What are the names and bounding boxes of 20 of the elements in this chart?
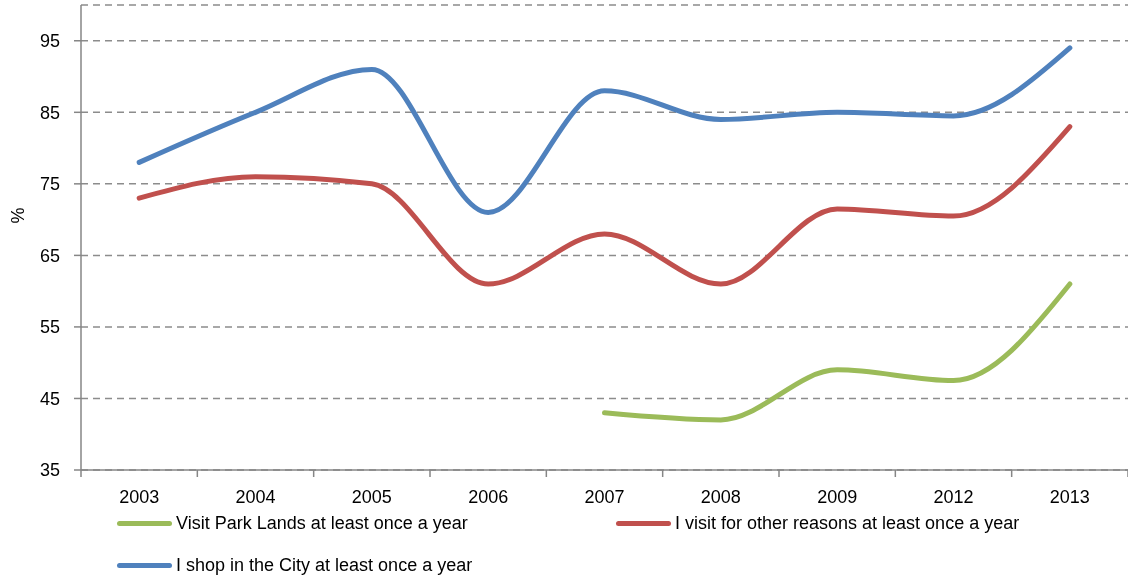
- x-tick-label: 2009: [817, 487, 858, 507]
- y-tick-label: 95: [39, 31, 60, 52]
- x-tick-label: 2006: [468, 487, 509, 507]
- y-tick-label: 45: [39, 388, 60, 409]
- x-tick-label: 2003: [119, 487, 160, 507]
- y-tick-label: 85: [39, 102, 60, 123]
- legend-label: I shop in the City at least once a year: [176, 554, 473, 577]
- x-tick-label: 2004: [235, 487, 276, 507]
- x-tick-label: 2012: [933, 487, 974, 507]
- y-tick-label: 55: [39, 317, 60, 338]
- y-axis-title: %: [8, 207, 28, 224]
- y-tick-label: 75: [39, 174, 60, 195]
- x-tick-label: 2005: [351, 487, 392, 507]
- x-tick-label: 2008: [700, 487, 741, 507]
- y-tick-label: 35: [39, 460, 60, 481]
- y-tick-label: 65: [39, 245, 60, 266]
- legend-label: I visit for other reasons at least once a year: [675, 512, 1020, 535]
- legend-label: Visit Park Lands at least once a year: [176, 512, 468, 535]
- x-tick-label: 2007: [584, 487, 625, 507]
- x-tick-label: 2013: [1049, 487, 1090, 507]
